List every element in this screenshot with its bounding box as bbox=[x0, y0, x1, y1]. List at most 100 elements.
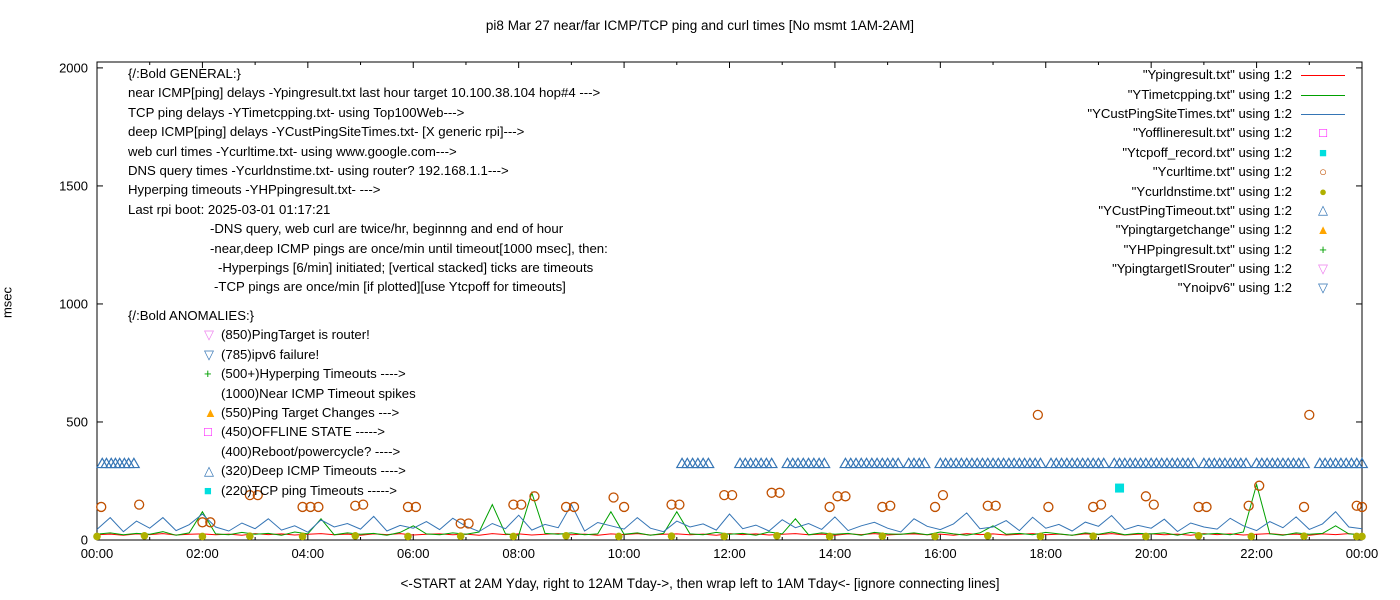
anomaly-line: (1000)Near ICMP Timeout spikes bbox=[128, 384, 416, 403]
anomaly-line: ▲ (550)Ping Target Changes ---> bbox=[128, 403, 416, 422]
legend-line-icon bbox=[1292, 67, 1354, 82]
x-tick-label: 14:00 bbox=[819, 546, 852, 561]
general-line: -TCP pings are once/min [if plotted][use… bbox=[214, 279, 566, 295]
axes: 00:00 02:00 04:00 06:00 08:00 10:00 12:00 14:00… bbox=[59, 60, 1378, 561]
anomaly-line: ▽ (850)PingTarget is router! bbox=[128, 325, 416, 344]
legend-entry: "YCustPingTimeout.txt" using 1:2 △ bbox=[1087, 201, 1354, 220]
anomaly-text: (1000)Near ICMP Timeout spikes bbox=[221, 385, 416, 401]
anomaly-line: ■ (220)TCP ping Timeouts -----> bbox=[128, 481, 416, 500]
x-tick-label: 12:00 bbox=[713, 546, 746, 561]
legend-entry: "Ypingtargetchange" using 1:2 ▲ bbox=[1087, 220, 1354, 239]
x-tick-label: 22:00 bbox=[1240, 546, 1273, 561]
x-tick-label: 18:00 bbox=[1029, 546, 1062, 561]
anomalies-header: {/:Bold ANOMALIES:} bbox=[128, 308, 255, 323]
legend-entry: "YpingtargetISrouter" using 1:2 ▽ bbox=[1087, 259, 1354, 278]
legend-entry-label: "Yofflineresult.txt" using 1:2 bbox=[1133, 125, 1292, 141]
general-line: Hyperping timeouts -YHPpingresult.txt- -… bbox=[128, 182, 381, 198]
series-YCustPingSiteTimes.txt bbox=[96, 503, 1363, 533]
legend-entry-label: "YHPpingresult.txt" using 1:2 bbox=[1123, 241, 1292, 257]
x-tick-label: 06:00 bbox=[397, 546, 430, 561]
anomaly-line: ▽ (785)ipv6 failure! bbox=[128, 345, 416, 364]
anomaly-triangle-down-open-icon: ▽ bbox=[204, 327, 214, 343]
legend-entry: "Ytcpoff_record.txt" using 1:2 ■ bbox=[1087, 143, 1354, 162]
legend-entry: "Yofflineresult.txt" using 1:2 □ bbox=[1087, 123, 1354, 142]
anomaly-text: (400)Reboot/powercycle? ----> bbox=[221, 443, 401, 459]
general-line: TCP ping delays -YTimetcpping.txt- using… bbox=[128, 104, 465, 120]
anomaly-line: + (500+)Hyperping Timeouts ----> bbox=[128, 364, 416, 383]
legend-line-icon bbox=[1292, 106, 1354, 121]
anomaly-square-open-icon: □ bbox=[204, 424, 212, 440]
y-tick-label: 1000 bbox=[59, 296, 88, 311]
legend-entry: "YHPpingresult.txt" using 1:2 + bbox=[1087, 240, 1354, 259]
x-tick-label: 20:00 bbox=[1135, 546, 1168, 561]
legend-triangle-up-filled-icon: ▲ bbox=[1316, 222, 1330, 238]
series-YTimetcpping.txt bbox=[96, 482, 1363, 536]
legend-entry-label: "Ycurldnstime.txt" using 1:2 bbox=[1131, 183, 1292, 199]
x-tick-label: 00:00 bbox=[1346, 546, 1379, 561]
general-line: -near,deep ICMP pings are once/min until… bbox=[210, 240, 608, 256]
anomaly-triangle-up-open-icon: △ bbox=[204, 463, 214, 479]
legend-entry-label: "Ycurltime.txt" using 1:2 bbox=[1152, 164, 1292, 180]
chart-title: pi8 Mar 27 near/far ICMP/TCP ping and cu… bbox=[485, 18, 915, 33]
legend-triangle-down-open-icon: ▽ bbox=[1318, 260, 1328, 276]
legend-entry-label: "Ytcpoff_record.txt" using 1:2 bbox=[1122, 144, 1292, 160]
legend-entry-label: "Ypingresult.txt" using 1:2 bbox=[1142, 67, 1292, 83]
anomaly-triangle-up-filled-icon: ▲ bbox=[204, 405, 217, 421]
general-line: web curl times -Ycurltime.txt- using www… bbox=[128, 143, 457, 159]
anomaly-square-filled-icon: ■ bbox=[204, 482, 212, 498]
series-YCustPingTimeout.txt bbox=[95, 457, 1369, 469]
anomaly-text: (500+)Hyperping Timeouts ----> bbox=[221, 366, 406, 382]
x-tick-label: 02:00 bbox=[186, 546, 219, 561]
legend-line-icon bbox=[1292, 87, 1354, 102]
x-tick-label: 00:00 bbox=[81, 546, 114, 561]
legend-triangle-down-open-icon: ▽ bbox=[1318, 279, 1328, 295]
legend-entry-label: "Ypingtargetchange" using 1:2 bbox=[1115, 222, 1292, 238]
legend: "Ypingresult.txt" using 1:2 "YTimetcpping… bbox=[1087, 65, 1354, 298]
anomaly-text: (450)OFFLINE STATE -----> bbox=[221, 424, 385, 440]
x-tick-label: 04:00 bbox=[292, 546, 325, 561]
anomaly-line: (400)Reboot/powercycle? ----> bbox=[128, 442, 416, 461]
legend-entry-label: "YCustPingTimeout.txt" using 1:2 bbox=[1098, 202, 1292, 218]
anomaly-text: (550)Ping Target Changes ---> bbox=[221, 405, 400, 421]
x-tick-label: 16:00 bbox=[924, 546, 957, 561]
y-tick-label: 0 bbox=[81, 533, 88, 548]
legend-circle-filled-icon: ● bbox=[1319, 183, 1327, 199]
general-line: Last rpi boot: 2025-03-01 01:17:21 bbox=[128, 201, 331, 217]
legend-entry-label: "Ynoipv6" using 1:2 bbox=[1177, 280, 1292, 296]
anomaly-annotations: {/:Bold ANOMALIES:} ▽ (850)PingTarget is r… bbox=[128, 306, 416, 500]
legend-entry: "YCustPingSiteTimes.txt" using 1:2 bbox=[1087, 104, 1354, 123]
x-axis-caption: <-START at 2AM Yday, right to 12AM Tday-… bbox=[400, 576, 1000, 591]
legend-entry: "Ynoipv6" using 1:2 ▽ bbox=[1087, 278, 1354, 297]
general-annotations: {/:Bold GENERAL:} near ICMP[ping] delays … bbox=[128, 64, 608, 297]
anomaly-triangle-down-open-icon: ▽ bbox=[204, 346, 214, 362]
legend-entry: "Ycurldnstime.txt" using 1:2 ● bbox=[1087, 181, 1354, 200]
anomaly-text: (320)Deep ICMP Timeouts ----> bbox=[221, 463, 406, 479]
legend-entry: "Ypingresult.txt" using 1:2 bbox=[1087, 65, 1354, 84]
anomaly-plus-icon: + bbox=[204, 366, 212, 382]
x-tick-label: 08:00 bbox=[502, 546, 535, 561]
y-tick-label: 1500 bbox=[59, 178, 88, 193]
legend-entry: "Ycurltime.txt" using 1:2 ○ bbox=[1087, 162, 1354, 181]
general-line: DNS query times -Ycurldnstime.txt- using… bbox=[128, 163, 509, 179]
anomaly-text: (850)PingTarget is router! bbox=[221, 327, 370, 343]
legend-square-open-icon: □ bbox=[1319, 125, 1327, 141]
series-Ycurldnstime.txt bbox=[93, 531, 1366, 541]
general-line: -Hyperpings [6/min] initiated; [vertical… bbox=[218, 260, 594, 276]
y-tick-label: 500 bbox=[66, 414, 88, 429]
legend-circle-open-icon: ○ bbox=[1319, 164, 1327, 180]
legend-triangle-up-open-icon: △ bbox=[1318, 202, 1328, 218]
anomaly-text: (785)ipv6 failure! bbox=[221, 346, 320, 362]
x-tick-label: 10:00 bbox=[608, 546, 641, 561]
y-tick-label: 2000 bbox=[59, 60, 88, 75]
general-line: -DNS query, web curl are twice/hr, begin… bbox=[210, 221, 564, 237]
general-line: near ICMP[ping] delays -Ypingresult.txt … bbox=[128, 85, 601, 101]
legend-entry-label: "YCustPingSiteTimes.txt" using 1:2 bbox=[1087, 105, 1292, 121]
legend-entry-label: "YTimetcpping.txt" using 1:2 bbox=[1127, 86, 1292, 102]
legend-entry-label: "YpingtargetISrouter" using 1:2 bbox=[1112, 261, 1292, 277]
legend-square-filled-icon: ■ bbox=[1319, 144, 1327, 160]
general-line: {/:Bold GENERAL:} bbox=[128, 66, 241, 81]
legend-entry: "YTimetcpping.txt" using 1:2 bbox=[1087, 84, 1354, 103]
series-Ycurltime.txt bbox=[96, 409, 1368, 529]
